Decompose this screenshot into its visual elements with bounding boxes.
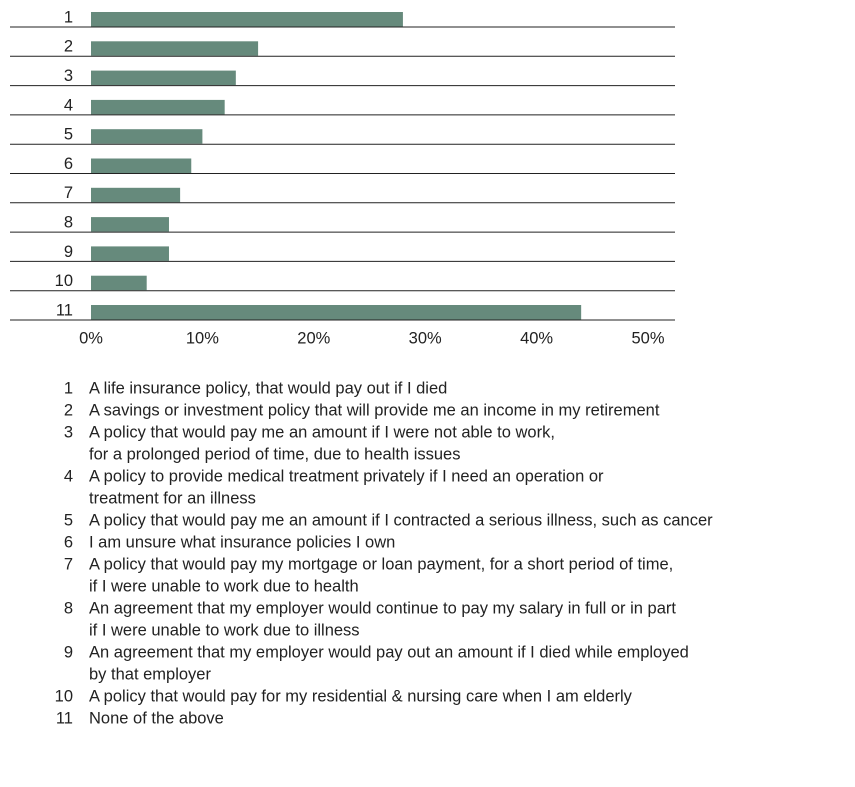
legend-text: A policy to provide medical treatment pr… [89, 467, 604, 485]
bar [91, 275, 147, 291]
legend-text: A policy that would pay my mortgage or l… [89, 555, 673, 573]
x-tick-label: 30% [409, 329, 442, 347]
y-tick-label: 7 [64, 184, 73, 202]
y-tick-label: 9 [64, 243, 73, 261]
bar [91, 187, 181, 203]
legend-number: 3 [64, 423, 73, 441]
legend-number: 10 [55, 687, 73, 705]
bar [91, 246, 169, 261]
y-tick-label: 2 [64, 38, 73, 56]
y-tick-label: 10 [55, 272, 73, 290]
bar [91, 99, 225, 115]
legend-text: A savings or investment policy that will… [89, 401, 660, 419]
x-tick-label: 40% [520, 329, 553, 347]
y-tick-label: 6 [64, 155, 73, 173]
legend-text: by that employer [89, 665, 211, 683]
y-tick-label: 3 [64, 67, 73, 85]
y-tick-label: 8 [64, 213, 73, 231]
y-tick-label: 1 [64, 8, 73, 26]
legend-number: 11 [56, 709, 73, 727]
bar [91, 12, 403, 27]
y-tick-label: 4 [64, 96, 73, 114]
bar [91, 70, 236, 86]
legend-number: 5 [64, 511, 73, 529]
legend-number: 8 [64, 599, 73, 617]
bar [91, 217, 169, 232]
legend-text: for a prolonged period of time, due to h… [89, 445, 460, 463]
legend-number: 1 [64, 379, 73, 397]
legend-text: if I were unable to work due to illness [89, 621, 360, 639]
x-tick-label: 0% [79, 329, 103, 347]
x-tick-label: 50% [631, 329, 664, 347]
legend-text: None of the above [89, 709, 224, 727]
legend-text: An agreement that my employer would pay … [89, 643, 689, 661]
legend-number: 9 [64, 643, 73, 661]
legend-text: An agreement that my employer would cont… [89, 599, 676, 617]
legend-text: A policy that would pay me an amount if … [89, 511, 713, 529]
bar [91, 158, 192, 173]
bar [91, 305, 582, 320]
legend-number: 6 [64, 533, 73, 551]
x-tick-label: 20% [297, 329, 330, 347]
bar [91, 129, 203, 144]
legend-text: treatment for an illness [89, 489, 256, 507]
y-tick-label: 11 [56, 301, 73, 319]
legend-text: A policy that would pay for my residenti… [89, 687, 633, 705]
legend-text: A life insurance policy, that would pay … [89, 379, 447, 397]
legend-text: if I were unable to work due to health [89, 577, 359, 595]
legend-number: 4 [64, 467, 73, 485]
legend-number: 7 [64, 555, 73, 573]
x-tick-label: 10% [186, 329, 219, 347]
legend-text: I am unsure what insurance policies I ow… [89, 533, 395, 551]
y-tick-label: 5 [64, 126, 73, 144]
legend-number: 2 [64, 401, 73, 419]
legend-text: A policy that would pay me an amount if … [89, 423, 555, 441]
bar [91, 41, 259, 56]
